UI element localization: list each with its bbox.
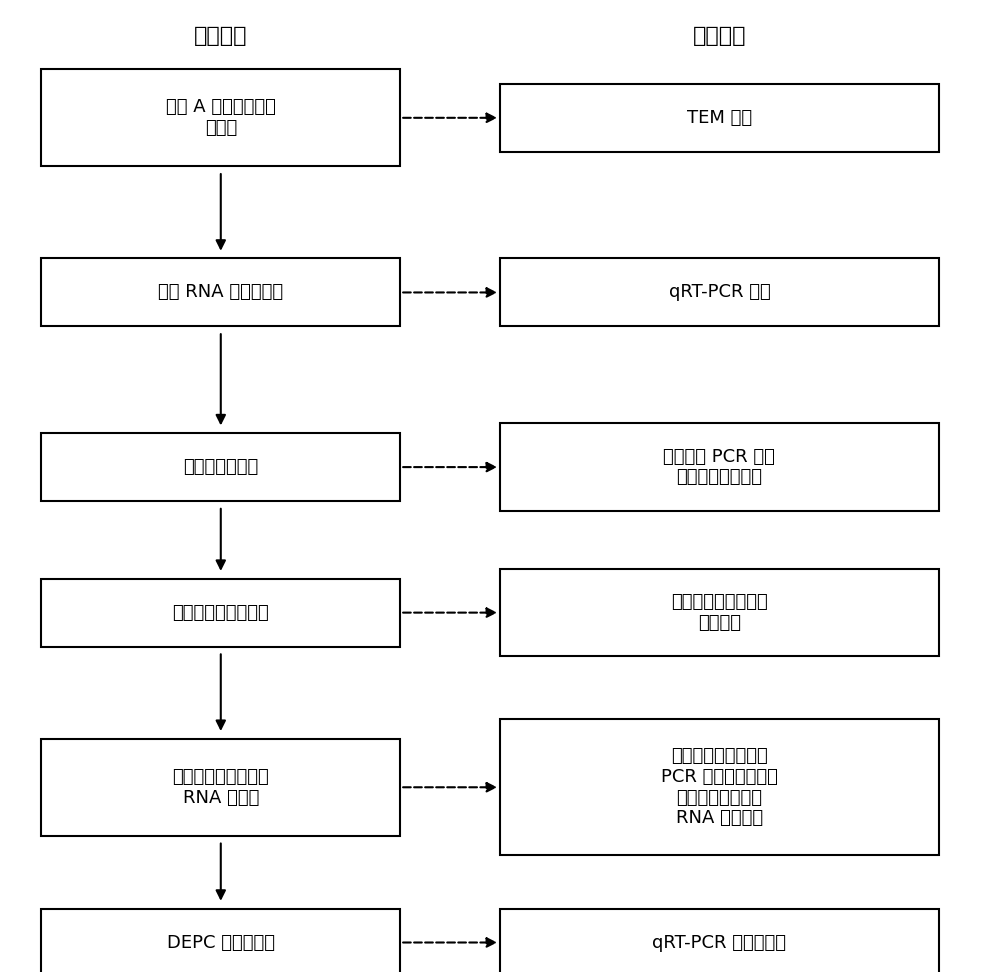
Text: 实时荧光 PCR 鉴定
重组质粒测序鉴定: 实时荧光 PCR 鉴定 重组质粒测序鉴定 [663, 448, 775, 486]
FancyBboxPatch shape [41, 909, 400, 973]
Text: qRT-PCR 均匀性初检: qRT-PCR 均匀性初检 [652, 933, 786, 952]
FancyBboxPatch shape [41, 739, 400, 836]
Text: 体外转录模板的制备: 体外转录模板的制备 [172, 603, 269, 622]
FancyBboxPatch shape [500, 569, 939, 657]
FancyBboxPatch shape [41, 259, 400, 326]
Text: 重组质粒的制备: 重组质粒的制备 [183, 458, 258, 476]
Text: DEPC 水适度稀释: DEPC 水适度稀释 [167, 933, 275, 952]
Text: 凝胶电泳鉴定、荧光
PCR 鉴定、紫外分光
光度法纯度鉴定、
RNA 测序鉴定: 凝胶电泳鉴定、荧光 PCR 鉴定、紫外分光 光度法纯度鉴定、 RNA 测序鉴定 [661, 747, 778, 827]
Text: 质控程序: 质控程序 [693, 25, 746, 46]
FancyBboxPatch shape [41, 579, 400, 647]
Text: 制备程序: 制备程序 [194, 25, 248, 46]
FancyBboxPatch shape [500, 909, 939, 973]
FancyBboxPatch shape [41, 69, 400, 166]
FancyBboxPatch shape [500, 259, 939, 326]
Text: 体外转录模板纯化与
电泳鉴定: 体外转录模板纯化与 电泳鉴定 [671, 594, 768, 632]
FancyBboxPatch shape [500, 423, 939, 511]
FancyBboxPatch shape [500, 719, 939, 855]
Text: qRT-PCR 鉴定: qRT-PCR 鉴定 [669, 283, 770, 302]
Text: TEM 鉴定: TEM 鉴定 [687, 109, 752, 126]
Text: 病毒 RNA 提取及鉴定: 病毒 RNA 提取及鉴定 [158, 283, 283, 302]
FancyBboxPatch shape [500, 84, 939, 152]
Text: 筛选 A 群轮状病毒阳
性样品: 筛选 A 群轮状病毒阳 性样品 [166, 98, 276, 137]
Text: 含特异性目的片段的
RNA 的制备: 含特异性目的片段的 RNA 的制备 [172, 768, 269, 807]
FancyBboxPatch shape [41, 433, 400, 501]
